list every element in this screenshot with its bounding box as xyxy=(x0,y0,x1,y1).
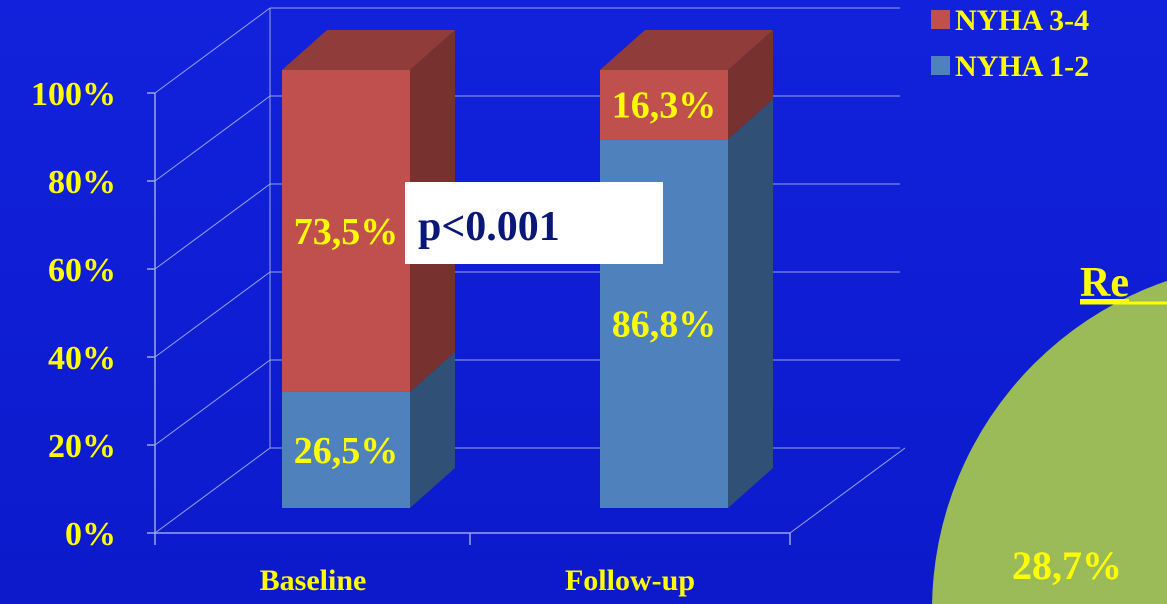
data-label: 16,3% xyxy=(612,85,717,127)
gridline-diagonal xyxy=(154,7,271,94)
x-tick-label: Baseline xyxy=(260,564,367,597)
floor-edge xyxy=(789,447,906,534)
y-tick-label: 20% xyxy=(48,428,116,465)
bar-top-face xyxy=(600,30,773,70)
bar-segment-side xyxy=(410,351,455,508)
x-axis-ticks: Baseline Follow-up xyxy=(154,533,791,597)
legend-label: NYHA 3-4 xyxy=(955,4,1089,37)
bars xyxy=(282,30,773,509)
x-tick-label: Follow-up xyxy=(565,564,695,597)
gridline-diagonal xyxy=(154,271,271,358)
data-labels: 26,5% 73,5% 86,8% 16,3% xyxy=(294,85,717,472)
bar-segment-side xyxy=(728,30,773,140)
data-label: 26,5% xyxy=(294,430,399,472)
bar-segment xyxy=(282,70,410,392)
legend-swatch xyxy=(931,10,950,29)
legend-label: NYHA 1-2 xyxy=(955,50,1089,83)
pie-slice xyxy=(932,280,1167,604)
y-tick-label: 0% xyxy=(65,516,116,553)
bar-segment-side xyxy=(728,99,773,509)
y-tick-label: 80% xyxy=(48,164,116,201)
y-tick-label: 40% xyxy=(48,340,116,377)
bar-top-face xyxy=(282,30,455,70)
p-value-annotation: p<0.001 xyxy=(405,182,663,264)
bar-segment xyxy=(600,70,728,140)
legend-swatch xyxy=(931,56,950,75)
gridline-diagonal xyxy=(154,447,271,534)
y-axis-ticks: 0% 20% 40% 60% 80% 100% xyxy=(31,76,155,553)
legend: NYHA 3-4 NYHA 1-2 xyxy=(931,4,1089,83)
p-value-text: p<0.001 xyxy=(418,204,560,250)
y-tick-label: 60% xyxy=(48,252,116,289)
data-label: 86,8% xyxy=(612,304,717,346)
pie-slice-label: 28,7% xyxy=(1012,543,1122,588)
gridline-diagonal xyxy=(154,95,271,182)
gridline-diagonal xyxy=(154,183,271,270)
bar-segment xyxy=(282,391,410,508)
y-tick-label: 100% xyxy=(31,76,116,113)
pie-panel-title: Re xyxy=(1080,260,1129,306)
gridline-diagonal xyxy=(154,359,271,446)
p-value-box xyxy=(405,182,663,264)
data-label: 73,5% xyxy=(294,211,399,253)
partial-pie-panel: Re 28,7% xyxy=(932,260,1167,604)
chart-gridlines xyxy=(154,7,906,534)
